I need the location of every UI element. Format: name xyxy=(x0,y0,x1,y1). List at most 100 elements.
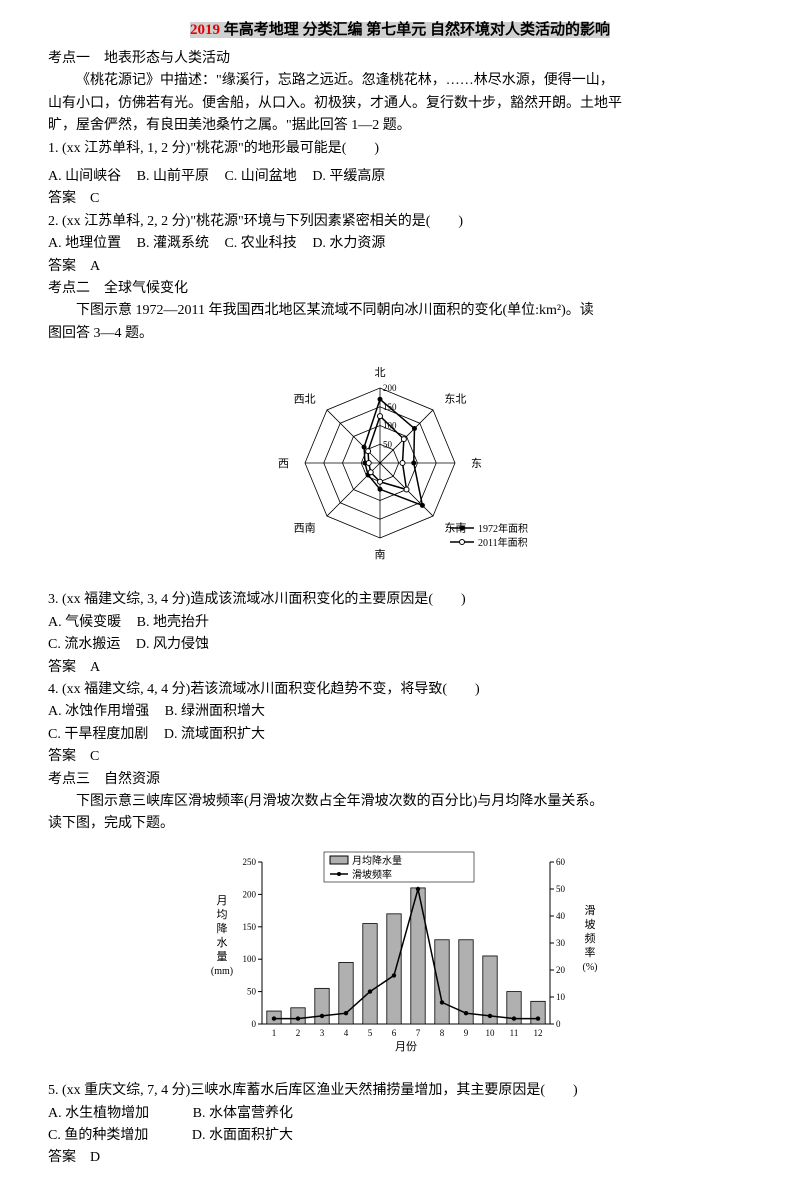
svg-text:南: 南 xyxy=(375,548,386,561)
radar-chart: 北东北东东南南西南西西北501001502001972年面积2011年面积 xyxy=(48,353,752,581)
q4-options: A. 冰蚀作用增强 B. 绿洲面积增大 C. 干旱程度加剧 D. 流域面积扩大 xyxy=(48,701,752,746)
svg-text:50: 50 xyxy=(556,884,566,894)
q1-opt-a: A. 山间峡谷 xyxy=(48,169,121,184)
q1-opt-d: D. 平缓高原 xyxy=(312,169,385,184)
svg-text:4: 4 xyxy=(344,1028,349,1038)
q1-opt-b: B. 山前平原 xyxy=(137,169,209,184)
passage-3a: 下图示意三峡库区滑坡频率(月滑坡次数占全年滑坡次数的百分比)与月均降水量关系。 xyxy=(48,791,752,813)
svg-text:0: 0 xyxy=(252,1019,257,1029)
svg-text:西北: 西北 xyxy=(294,393,316,406)
svg-text:滑坡频率: 滑坡频率 xyxy=(352,868,392,881)
svg-text:水: 水 xyxy=(217,936,228,949)
q2-opt-a: A. 地理位置 xyxy=(48,236,121,251)
svg-text:率: 率 xyxy=(585,945,596,959)
answer-2: 答案 A xyxy=(48,256,752,278)
q4-opt-d: D. 流域面积扩大 xyxy=(164,727,265,742)
svg-text:10: 10 xyxy=(486,1028,496,1038)
q1-opt-c: C. 山间盆地 xyxy=(224,169,296,184)
q3-opt-b: B. 地壳抬升 xyxy=(137,615,209,630)
q2-opt-d: D. 水力资源 xyxy=(312,236,385,251)
svg-text:200: 200 xyxy=(383,383,397,393)
svg-text:5: 5 xyxy=(368,1028,373,1038)
q5-opt-a: A. 水生植物增加 xyxy=(48,1106,149,1121)
svg-text:60: 60 xyxy=(556,857,566,867)
q3-opt-c: C. 流水搬运 xyxy=(48,637,120,652)
svg-text:6: 6 xyxy=(392,1028,397,1038)
passage-2a: 下图示意 1972—2011 年我国西北地区某流域不同朝向冰川面积的变化(单位:… xyxy=(48,300,752,322)
passage-1a: 《桃花源记》中描述："缘溪行，忘路之远近。忽逢桃花林，……林尽水源，便得一山， xyxy=(48,70,752,92)
svg-text:200: 200 xyxy=(243,889,257,899)
svg-text:50: 50 xyxy=(383,439,393,449)
passage-2b: 图回答 3—4 题。 xyxy=(48,323,752,345)
answer-3: 答案 A xyxy=(48,657,752,679)
svg-text:30: 30 xyxy=(556,938,566,948)
svg-text:0: 0 xyxy=(556,1019,561,1029)
q3-opt-a: A. 气候变暖 xyxy=(48,615,121,630)
q5-opt-d: D. 水面面积扩大 xyxy=(192,1128,293,1143)
svg-text:12: 12 xyxy=(534,1028,543,1038)
question-3: 3. (xx 福建文综, 3, 4 分)造成该流域冰川面积变化的主要原因是( ) xyxy=(48,589,752,611)
svg-text:东北: 东北 xyxy=(444,393,466,406)
svg-text:100: 100 xyxy=(243,954,257,964)
svg-text:降: 降 xyxy=(217,921,228,935)
svg-text:西南: 西南 xyxy=(294,521,316,534)
answer-5: 答案 D xyxy=(48,1147,752,1169)
svg-text:8: 8 xyxy=(440,1028,445,1038)
svg-text:7: 7 xyxy=(416,1028,421,1038)
bar-line-chart: 0501001502002500102030405060123456789101… xyxy=(48,844,752,1072)
q4-opt-a: A. 冰蚀作用增强 xyxy=(48,704,149,719)
topic-3: 考点三 自然资源 xyxy=(48,769,752,791)
page-title: 2019 年高考地理 分类汇编 第七单元 自然环境对人类活动的影响 xyxy=(48,18,752,42)
svg-text:1: 1 xyxy=(272,1028,277,1038)
question-1: 1. (xx 江苏单科, 1, 2 分)"桃花源"的地形最可能是( ) xyxy=(48,138,752,160)
svg-text:2011年面积: 2011年面积 xyxy=(478,536,528,549)
answer-4: 答案 C xyxy=(48,746,752,768)
q4-opt-b: B. 绿洲面积增大 xyxy=(165,704,265,719)
svg-text:东: 东 xyxy=(471,457,482,470)
q5-options: A. 水生植物增加 B. 水体富营养化 C. 鱼的种类增加 D. 水面面积扩大 xyxy=(48,1103,752,1148)
passage-1b: 山有小口，仿佛若有光。便舍船，从口入。初极狭，才通人。复行数十步，豁然开朗。土地… xyxy=(48,93,752,115)
title-year: 2019 xyxy=(190,22,220,38)
q5-opt-b: B. 水体富营养化 xyxy=(193,1106,293,1121)
svg-text:月均降水量: 月均降水量 xyxy=(352,854,402,867)
svg-text:20: 20 xyxy=(556,965,566,975)
svg-text:2: 2 xyxy=(296,1028,301,1038)
passage-3b: 读下图，完成下题。 xyxy=(48,813,752,835)
svg-text:3: 3 xyxy=(320,1028,325,1038)
q2-opt-c: C. 农业科技 xyxy=(224,236,296,251)
question-4: 4. (xx 福建文综, 4, 4 分)若该流域冰川面积变化趋势不变，将导致( … xyxy=(48,679,752,701)
svg-text:(mm): (mm) xyxy=(211,966,233,977)
svg-text:滑: 滑 xyxy=(585,904,596,917)
svg-text:11: 11 xyxy=(510,1028,519,1038)
question-5: 5. (xx 重庆文综, 7, 4 分)三峡水库蓄水后库区渔业天然捕捞量增加，其… xyxy=(48,1080,752,1102)
q3-options: A. 气候变暖 B. 地壳抬升 C. 流水搬运 D. 风力侵蚀 xyxy=(48,612,752,657)
radar-svg: 北东北东东南南西南西西北501001502001972年面积2011年面积 xyxy=(250,353,550,573)
question-2: 2. (xx 江苏单科, 2, 2 分)"桃花源"环境与下列因素紧密相关的是( … xyxy=(48,211,752,233)
q2-opt-b: B. 灌溉系统 xyxy=(137,236,209,251)
svg-text:北: 北 xyxy=(375,366,386,379)
q2-options: A. 地理位置 B. 灌溉系统 C. 农业科技 D. 水力资源 xyxy=(48,233,752,255)
chart-svg: 0501001502002500102030405060123456789101… xyxy=(190,844,610,1064)
svg-text:西: 西 xyxy=(278,458,289,470)
svg-text:坡: 坡 xyxy=(585,918,596,931)
passage-1c: 旷，屋舍俨然，有良田美池桑竹之属。"据此回答 1—2 题。 xyxy=(48,115,752,137)
svg-text:50: 50 xyxy=(247,986,257,996)
svg-text:频: 频 xyxy=(585,931,596,945)
title-text: 年高考地理 分类汇编 第七单元 自然环境对人类活动的影响 xyxy=(220,22,610,38)
svg-text:均: 均 xyxy=(217,908,228,921)
svg-text:250: 250 xyxy=(243,857,257,867)
svg-text:10: 10 xyxy=(556,992,566,1002)
q5-opt-c: C. 鱼的种类增加 xyxy=(48,1128,148,1143)
q4-opt-c: C. 干旱程度加剧 xyxy=(48,727,148,742)
svg-text:40: 40 xyxy=(556,911,566,921)
svg-text:月份: 月份 xyxy=(395,1040,417,1053)
svg-text:量: 量 xyxy=(217,950,228,963)
svg-text:9: 9 xyxy=(464,1028,469,1038)
svg-text:月: 月 xyxy=(217,895,228,907)
svg-text:(%): (%) xyxy=(583,962,598,973)
q3-opt-d: D. 风力侵蚀 xyxy=(136,637,209,652)
topic-2: 考点二 全球气候变化 xyxy=(48,278,752,300)
svg-text:150: 150 xyxy=(243,922,257,932)
q1-options: A. 山间峡谷 B. 山前平原 C. 山间盆地 D. 平缓高原 xyxy=(48,166,752,188)
topic-1: 考点一 地表形态与人类活动 xyxy=(48,48,752,70)
